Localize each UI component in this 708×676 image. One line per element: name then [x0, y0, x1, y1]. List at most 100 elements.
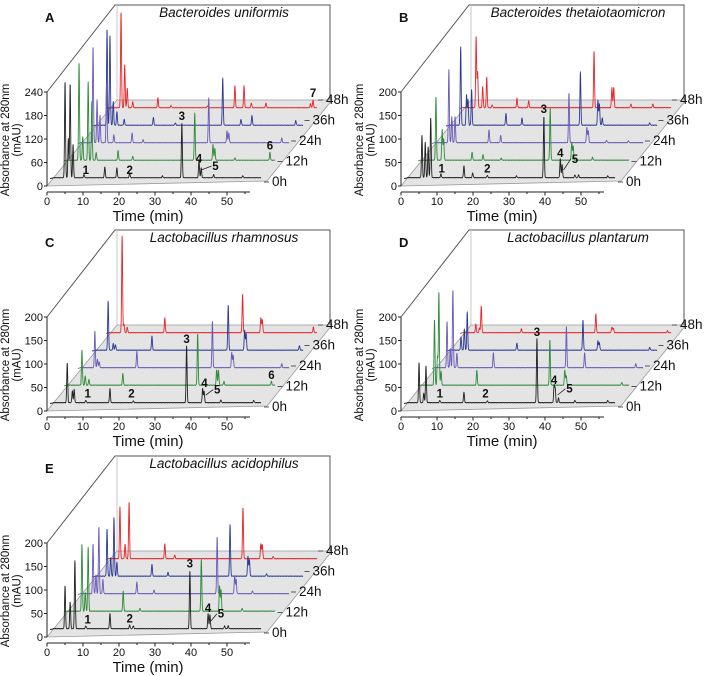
peak-label-6: 6 [267, 141, 273, 153]
trace-48h [105, 12, 318, 109]
x-tick-label: 20 [113, 647, 125, 659]
peak-label-5: 5 [572, 154, 579, 166]
peak-label-4: 4 [205, 603, 212, 615]
series-label-36h: 36h [313, 564, 336, 579]
peak-label-3: 3 [534, 327, 540, 339]
y-tick-label: 50 [31, 383, 43, 395]
panel-a: 48h 36h 24h 12h 0h 1 2 3 45 6 7 0 10 20 30 40 50 Time (mi… [0, 4, 349, 225]
trace-24h [77, 527, 290, 595]
peak-leader-line [563, 158, 572, 171]
trace-0h [49, 560, 262, 630]
trace-36h [445, 46, 658, 127]
x-tick-label: 20 [113, 421, 125, 433]
peak-label-1: 1 [437, 388, 444, 400]
y-tick-label: 100 [25, 585, 43, 597]
x-tick-label: 0 [44, 421, 50, 433]
peak-leader-line [557, 388, 566, 396]
y-tick-label: 0 [391, 181, 397, 193]
series-label-12h: 12h [286, 605, 309, 620]
peak-leader-line [200, 165, 212, 171]
panel-c: 48h 36h 24h 12h 0h 1 2 3 45 6 0 10 20 30 40 50 Time (min… [0, 229, 349, 450]
y-tick-label: 50 [385, 158, 397, 170]
x-axis-title: Time (min) [112, 208, 183, 225]
series-label-48h: 48h [326, 543, 349, 558]
y-tick-label: 180 [25, 111, 43, 123]
panel-title: Bacteroides uniformis [159, 5, 289, 20]
x-axis-title: Time (min) [112, 433, 183, 450]
x-tick-label: 0 [44, 647, 50, 659]
series-label-24h: 24h [299, 584, 322, 599]
x-tick-label: 50 [221, 196, 233, 208]
x-tick-label: 30 [149, 196, 161, 208]
y-tick-label: 150 [379, 336, 397, 348]
y-tick-label: 120 [25, 134, 43, 146]
series-label-36h: 36h [667, 338, 690, 353]
peak-label-2: 2 [482, 388, 488, 400]
trace-12h [63, 544, 276, 613]
peak-label-3: 3 [187, 558, 193, 570]
series-label-24h: 24h [299, 133, 322, 148]
x-tick-label: 50 [575, 421, 587, 433]
y-tick-label: 0 [37, 406, 43, 418]
y-axis-title: Absorbance at 280nm [0, 84, 12, 197]
y-axis-title: Absorbance at 280nm [0, 535, 12, 648]
x-axis-title: Time (min) [466, 433, 537, 450]
panel-title: Lactobacillus acidophilus [149, 456, 299, 471]
peak-label-1: 1 [84, 614, 91, 626]
y-tick-label: 50 [385, 383, 397, 395]
series-label-24h: 24h [653, 358, 676, 373]
peak-label-4: 4 [201, 378, 208, 390]
series-label-0h: 0h [626, 399, 641, 414]
y-tick-label: 50 [31, 609, 43, 621]
x-tick-label: 10 [431, 196, 443, 208]
peak-leader-line [210, 613, 218, 622]
panel-title: Lactobacillus rhamnosus [150, 230, 299, 245]
y-axis-title: Absorbance at 280nm [0, 309, 12, 422]
x-tick-label: 10 [77, 647, 89, 659]
trace-24h [431, 69, 644, 144]
trace-36h [91, 517, 304, 578]
panel-letter: D [399, 235, 408, 250]
x-tick-label: 30 [503, 196, 515, 208]
series-label-48h: 48h [680, 92, 703, 107]
trace-0h [49, 345, 262, 404]
trace-12h [417, 97, 630, 162]
peak-label-1: 1 [438, 163, 445, 175]
peak-label-5: 5 [218, 609, 225, 621]
trace-24h [77, 47, 290, 144]
series-label-24h: 24h [653, 133, 676, 148]
trace-36h [445, 311, 658, 352]
peak-label-1: 1 [83, 165, 90, 177]
y-tick-label: 200 [379, 312, 397, 324]
peak-label-6: 6 [268, 370, 274, 382]
y-tick-label: 100 [379, 134, 397, 146]
x-tick-label: 40 [185, 421, 197, 433]
x-tick-label: 40 [539, 421, 551, 433]
x-tick-label: 10 [77, 421, 89, 433]
peak-label-3: 3 [183, 334, 189, 346]
trace-0h [403, 338, 616, 404]
y-tick-label: 150 [25, 562, 43, 574]
peak-label-2: 2 [126, 613, 132, 625]
panel-letter: A [45, 10, 55, 25]
x-tick-label: 0 [398, 421, 404, 433]
back-wall-outline [46, 229, 331, 325]
peak-label-3: 3 [179, 111, 185, 123]
x-tick-label: 20 [467, 421, 479, 433]
series-label-0h: 0h [626, 174, 641, 189]
series-label-12h: 12h [286, 154, 309, 169]
panel-letter: C [45, 235, 55, 250]
peak-label-2: 2 [128, 388, 134, 400]
y-tick-label: 240 [25, 87, 43, 99]
peak-label-4: 4 [557, 148, 564, 160]
y-tick-label: 150 [379, 111, 397, 123]
back-wall-outline [46, 455, 331, 551]
x-tick-label: 10 [431, 421, 443, 433]
series-label-48h: 48h [326, 317, 349, 332]
panel-letter: B [399, 10, 408, 25]
x-tick-label: 30 [149, 647, 161, 659]
